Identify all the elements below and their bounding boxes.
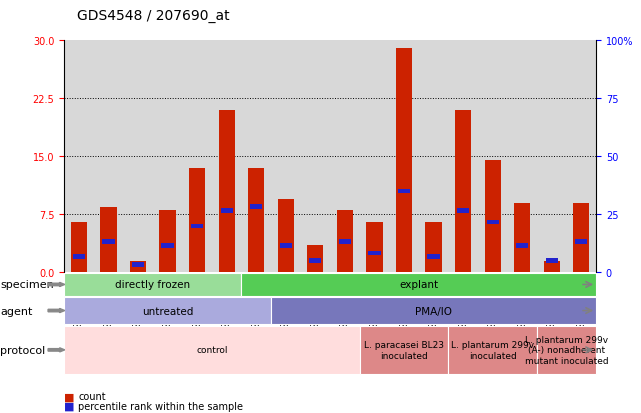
Bar [573, 203, 590, 273]
Bar [248, 169, 264, 273]
FancyBboxPatch shape [242, 273, 596, 296]
Text: explant: explant [399, 280, 438, 290]
Text: L. paracasei BL23
inoculated: L. paracasei BL23 inoculated [364, 340, 444, 360]
Text: agent: agent [0, 306, 33, 316]
Bar [455, 111, 471, 273]
Bar [162, 243, 174, 248]
FancyBboxPatch shape [64, 273, 242, 296]
Bar [366, 223, 383, 273]
FancyBboxPatch shape [360, 326, 448, 374]
Text: control: control [196, 346, 228, 354]
Bar [279, 243, 292, 248]
Bar [398, 189, 410, 194]
Bar [221, 209, 233, 213]
Bar [73, 255, 85, 259]
Text: protocol: protocol [0, 345, 46, 355]
FancyBboxPatch shape [64, 326, 360, 374]
Bar [250, 205, 262, 209]
Bar [132, 263, 144, 267]
Bar [339, 240, 351, 244]
Bar [71, 223, 87, 273]
Bar [278, 199, 294, 273]
Text: GDS4548 / 207690_at: GDS4548 / 207690_at [77, 9, 229, 23]
Text: L. plantarum 299v
inoculated: L. plantarum 299v inoculated [451, 340, 534, 360]
Bar [485, 161, 501, 273]
Text: percentile rank within the sample: percentile rank within the sample [78, 401, 243, 411]
Text: PMA/IO: PMA/IO [415, 306, 452, 316]
Bar [307, 246, 324, 273]
Bar [457, 209, 469, 213]
FancyBboxPatch shape [537, 326, 596, 374]
Text: specimen: specimen [0, 280, 54, 290]
Text: ■: ■ [64, 401, 74, 411]
Bar [103, 240, 115, 244]
Bar [191, 224, 203, 229]
Bar [309, 259, 321, 263]
Text: untreated: untreated [142, 306, 193, 316]
Text: count: count [78, 392, 106, 401]
Bar [219, 111, 235, 273]
Bar [545, 259, 558, 263]
Bar [130, 261, 146, 273]
Text: L. plantarum 299v
(A-) nonadherent
mutant inoculated: L. plantarum 299v (A-) nonadherent mutan… [525, 335, 608, 365]
Bar [544, 261, 560, 273]
Bar [396, 49, 412, 273]
Bar [575, 240, 587, 244]
Bar [337, 211, 353, 273]
FancyBboxPatch shape [271, 297, 596, 324]
FancyBboxPatch shape [64, 297, 271, 324]
FancyBboxPatch shape [448, 326, 537, 374]
Text: directly frozen: directly frozen [115, 280, 190, 290]
Bar [160, 211, 176, 273]
Bar [514, 203, 530, 273]
Bar [516, 243, 528, 248]
Bar [426, 223, 442, 273]
Text: ■: ■ [64, 392, 74, 401]
Bar [369, 251, 381, 256]
Bar [100, 207, 117, 273]
Bar [189, 169, 205, 273]
Bar [487, 220, 499, 225]
Bar [428, 255, 440, 259]
